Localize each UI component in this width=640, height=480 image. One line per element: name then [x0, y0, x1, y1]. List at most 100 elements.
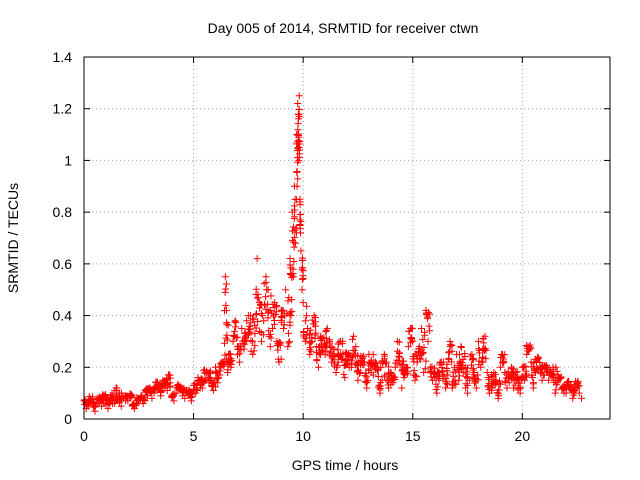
data-point: [510, 384, 518, 392]
data-point: [299, 272, 307, 280]
data-point: [291, 233, 299, 241]
x-tick-label: 20: [515, 428, 531, 444]
data-point: [459, 368, 467, 376]
data-point: [549, 370, 557, 378]
data-point: [411, 372, 419, 380]
data-point: [466, 352, 474, 360]
data-point: [501, 351, 509, 359]
data-point: [539, 371, 547, 379]
data-point: [127, 394, 135, 402]
data-point: [298, 275, 306, 283]
data-point: [427, 366, 435, 374]
data-point: [262, 293, 270, 301]
x-tick-label: 5: [190, 428, 198, 444]
data-point: [265, 327, 273, 335]
data-point: [244, 312, 252, 320]
data-point: [85, 393, 93, 401]
data-point: [369, 351, 377, 359]
data-point: [382, 360, 390, 368]
data-point: [352, 343, 360, 351]
data-point: [425, 322, 433, 330]
data-point: [259, 331, 267, 339]
data-point: [108, 393, 116, 401]
data-point: [229, 337, 237, 345]
data-point: [245, 329, 253, 337]
data-point: [166, 374, 174, 382]
data-point: [260, 280, 268, 288]
data-point: [496, 363, 504, 371]
data-point: [169, 391, 177, 399]
data-point: [552, 386, 560, 394]
data-point: [332, 368, 340, 376]
data-point: [294, 175, 302, 183]
data-point: [433, 389, 441, 397]
data-point: [226, 358, 234, 366]
y-tick-label: 0: [64, 411, 72, 427]
data-point: [272, 308, 280, 316]
data-point: [467, 361, 475, 369]
data-point: [445, 354, 453, 362]
data-point: [395, 338, 403, 346]
data-point: [284, 343, 292, 351]
data-point: [404, 343, 412, 351]
x-tick-label: 15: [405, 428, 421, 444]
data-point: [322, 326, 330, 334]
data-point: [130, 400, 138, 408]
data-point: [243, 317, 251, 325]
data-point: [463, 368, 471, 376]
data-point: [252, 324, 260, 332]
data-point: [426, 327, 434, 335]
data-point: [424, 337, 432, 345]
data-point: [238, 325, 246, 332]
data-point: [349, 353, 357, 361]
data-point: [250, 315, 258, 323]
y-tick-label: 1.4: [53, 49, 73, 65]
data-point: [311, 334, 319, 342]
data-point: [221, 351, 229, 359]
data-point: [387, 369, 395, 377]
data-point: [256, 304, 264, 312]
data-point: [349, 346, 357, 354]
data-point: [288, 307, 296, 315]
data-point: [230, 331, 238, 339]
data-point: [534, 355, 542, 363]
data-point: [446, 341, 454, 349]
data-point: [510, 368, 518, 376]
data-point: [440, 371, 448, 379]
data-point: [375, 381, 383, 389]
data-point: [479, 335, 487, 343]
data-point: [286, 318, 294, 326]
data-point: [493, 379, 501, 387]
data-point: [148, 394, 156, 402]
data-point: [443, 380, 451, 388]
data-point: [573, 380, 581, 388]
axis-ticks: 0 5 10 15 20 0 0.2 0.4 0.6 0.8 1 1.2 1.4: [53, 49, 610, 444]
data-point: [200, 377, 208, 385]
data-point: [234, 345, 242, 353]
data-point: [117, 402, 125, 410]
data-point: [483, 368, 491, 376]
data-point: [525, 345, 533, 353]
data-point: [420, 328, 428, 336]
data-point: [420, 368, 428, 376]
data-point: [435, 369, 443, 377]
data-point: [268, 325, 276, 332]
data-point: [116, 396, 124, 404]
data-point: [200, 366, 208, 374]
data-point: [545, 376, 553, 384]
data-point: [99, 391, 107, 399]
data-point: [529, 380, 537, 388]
data-point: [267, 334, 275, 342]
data-point: [499, 358, 507, 366]
y-tick-label: 0.2: [53, 359, 73, 375]
data-point: [456, 351, 464, 359]
data-point: [419, 336, 427, 344]
data-point: [458, 359, 466, 367]
data-point: [501, 368, 509, 376]
y-tick-label: 0.8: [53, 204, 73, 220]
data-point: [522, 370, 530, 378]
data-point: [255, 327, 263, 335]
data-point: [442, 375, 450, 383]
data-point: [462, 373, 470, 381]
data-point: [288, 296, 296, 304]
